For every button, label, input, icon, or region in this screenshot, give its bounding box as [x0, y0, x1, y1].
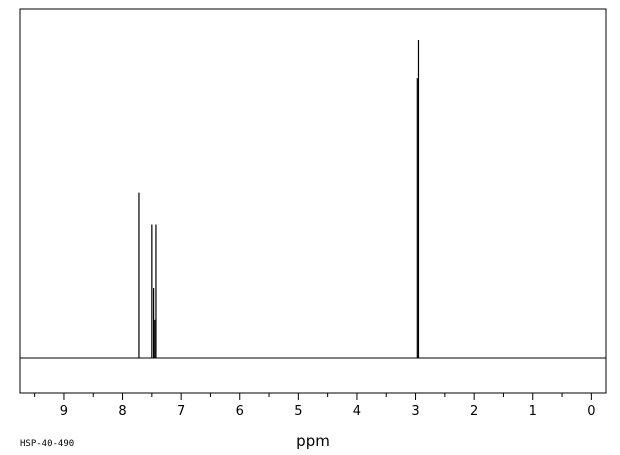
- x-axis-title: ppm: [296, 432, 330, 450]
- x-tick-label-6: 6: [236, 404, 244, 419]
- sample-id-label: HSP-40-490: [20, 439, 74, 449]
- x-tick-label-0: 0: [587, 404, 595, 419]
- x-axis-ticks: 9 8 7 6 5 4 3 2 1 0: [34, 393, 595, 419]
- spectrum-marks: [20, 40, 606, 359]
- x-tick-label-3: 3: [411, 404, 419, 419]
- plot-frame: [19, 8, 607, 394]
- x-tick-label-9: 9: [60, 404, 68, 419]
- x-tick-label-7: 7: [177, 404, 185, 419]
- x-tick-label-1: 1: [529, 404, 537, 419]
- x-tick-label-2: 2: [470, 404, 478, 419]
- x-tick-label-4: 4: [353, 404, 361, 419]
- x-tick-label-5: 5: [294, 404, 302, 419]
- x-tick-label-8: 8: [118, 404, 126, 419]
